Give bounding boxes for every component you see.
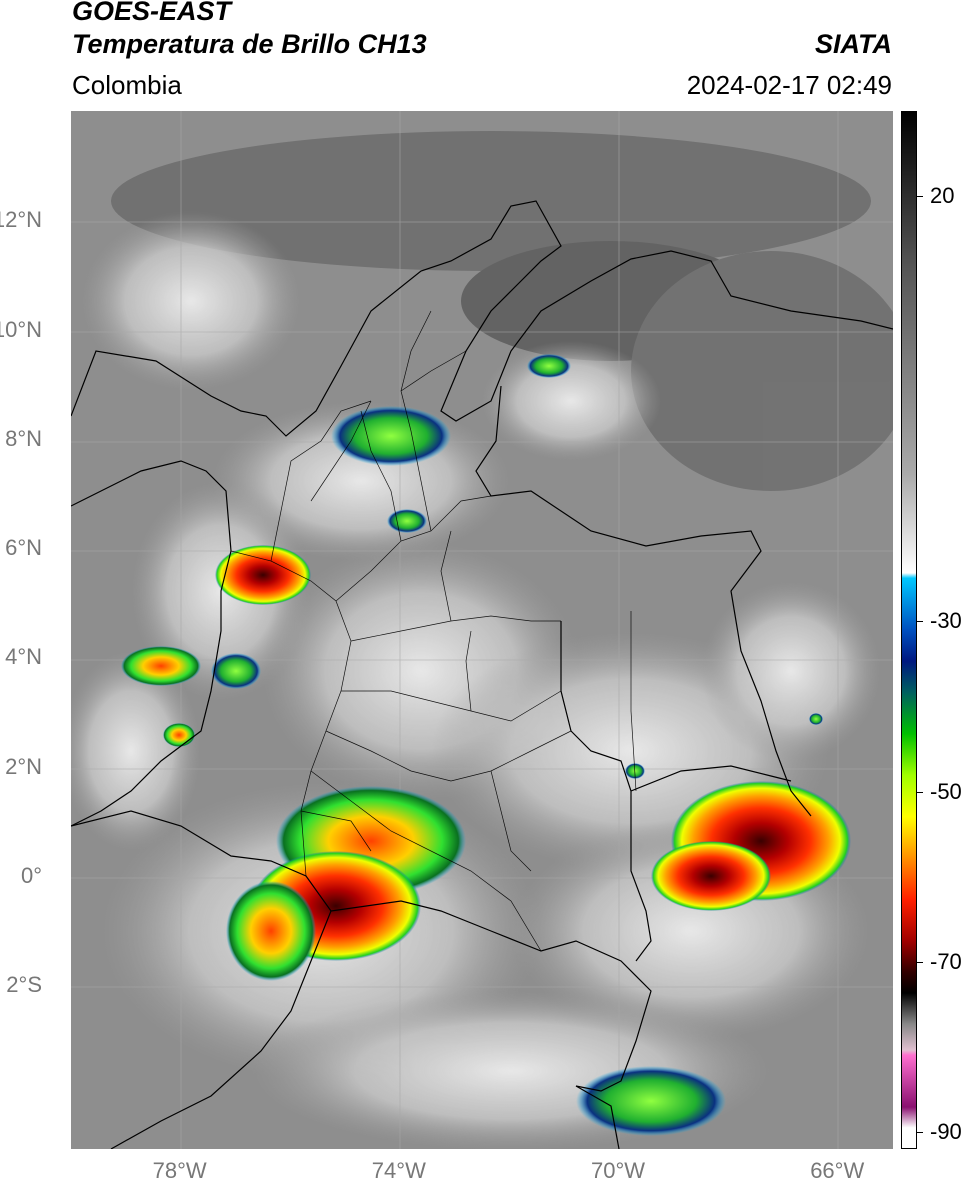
region-label: Colombia bbox=[72, 70, 182, 100]
datetime-label: 2024-02-17 02:49 bbox=[686, 70, 892, 100]
colorbar-tick bbox=[917, 791, 923, 793]
colorbar-tick bbox=[917, 196, 923, 198]
cloud-field bbox=[71, 131, 893, 1149]
product-title: Temperatura de Brillo CH13 bbox=[72, 29, 427, 59]
gridlines bbox=[71, 111, 893, 1149]
lat-tick-label: 2°N bbox=[5, 753, 42, 779]
lat-tick-label: 6°N bbox=[5, 535, 42, 561]
lat-tick-label: 4°N bbox=[5, 644, 42, 670]
satellite-map[interactable] bbox=[71, 111, 893, 1149]
colorbar-tick bbox=[917, 621, 923, 623]
agency-label: SIATA bbox=[815, 29, 892, 59]
lon-tick-label: 66°W bbox=[810, 1158, 865, 1183]
colorbar-tick-label: -70 bbox=[930, 948, 962, 974]
satellite-name: GOES-EAST bbox=[72, 0, 232, 26]
lat-tick-label: 10°N bbox=[0, 316, 42, 342]
lat-tick-label: 2°S bbox=[6, 972, 42, 998]
colorbar-tick-label: -50 bbox=[930, 778, 962, 804]
colorbar-tick-label: 20 bbox=[930, 183, 955, 209]
department-boundaries bbox=[230, 310, 637, 952]
country-boundaries bbox=[71, 200, 893, 1149]
lat-tick-label: 8°N bbox=[5, 425, 42, 451]
lon-tick-label: 78°W bbox=[152, 1158, 207, 1183]
lat-tick-label: 0° bbox=[20, 862, 42, 888]
lon-tick-label: 70°W bbox=[591, 1158, 646, 1183]
colorbar-tick-label: -30 bbox=[930, 608, 962, 634]
lat-tick-label: 12°N bbox=[0, 207, 42, 233]
colorbar-tick bbox=[917, 1131, 923, 1133]
colorbar-tick bbox=[917, 961, 923, 963]
lon-tick-label: 74°W bbox=[371, 1158, 426, 1183]
colorbar bbox=[901, 111, 917, 1149]
colorbar-tick-label: -90 bbox=[930, 1118, 962, 1144]
